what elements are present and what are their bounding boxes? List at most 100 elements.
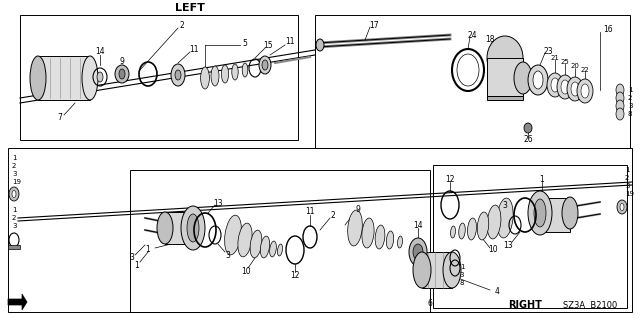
Ellipse shape xyxy=(269,241,276,257)
Text: 1: 1 xyxy=(625,167,630,173)
Ellipse shape xyxy=(443,252,461,288)
Text: 21: 21 xyxy=(550,55,559,61)
Ellipse shape xyxy=(12,190,16,197)
Text: 2: 2 xyxy=(12,163,17,169)
Text: 3: 3 xyxy=(129,254,134,263)
Text: 1: 1 xyxy=(12,207,17,213)
Ellipse shape xyxy=(409,238,427,266)
Polygon shape xyxy=(487,96,523,100)
Text: 1: 1 xyxy=(628,87,632,93)
Ellipse shape xyxy=(362,218,374,248)
Ellipse shape xyxy=(528,65,548,95)
Ellipse shape xyxy=(616,100,624,112)
Text: 18: 18 xyxy=(485,34,495,43)
Ellipse shape xyxy=(175,70,181,80)
Ellipse shape xyxy=(262,60,268,70)
Ellipse shape xyxy=(181,206,205,250)
Text: 8: 8 xyxy=(628,111,632,117)
Ellipse shape xyxy=(533,71,543,89)
Text: 16: 16 xyxy=(603,25,612,33)
Text: 3: 3 xyxy=(628,103,632,109)
Text: 24: 24 xyxy=(467,31,477,40)
Bar xyxy=(165,212,193,244)
Polygon shape xyxy=(8,294,27,310)
Ellipse shape xyxy=(547,73,563,97)
Ellipse shape xyxy=(487,36,523,80)
Text: 3: 3 xyxy=(225,250,230,259)
Ellipse shape xyxy=(200,67,209,89)
Ellipse shape xyxy=(459,223,465,239)
Text: 14: 14 xyxy=(413,221,423,231)
Text: 3: 3 xyxy=(12,171,17,177)
Text: 14: 14 xyxy=(95,48,105,56)
Text: 19: 19 xyxy=(12,179,21,185)
Ellipse shape xyxy=(259,56,271,74)
Ellipse shape xyxy=(616,84,624,96)
Ellipse shape xyxy=(557,75,573,99)
Text: 9: 9 xyxy=(356,205,360,214)
Text: 25: 25 xyxy=(561,59,570,65)
Ellipse shape xyxy=(278,244,282,256)
Ellipse shape xyxy=(620,204,624,211)
Ellipse shape xyxy=(551,78,559,92)
Text: 15: 15 xyxy=(263,41,273,50)
Ellipse shape xyxy=(211,66,219,86)
Ellipse shape xyxy=(616,108,624,120)
Ellipse shape xyxy=(534,199,546,227)
Ellipse shape xyxy=(115,65,129,83)
Ellipse shape xyxy=(316,39,324,51)
Text: 6: 6 xyxy=(428,299,433,308)
Ellipse shape xyxy=(571,82,579,96)
Text: 13: 13 xyxy=(213,198,223,207)
Ellipse shape xyxy=(9,187,19,201)
Text: 13: 13 xyxy=(503,241,513,249)
Ellipse shape xyxy=(82,56,98,100)
Ellipse shape xyxy=(567,77,583,101)
Bar xyxy=(38,56,90,100)
Text: 2: 2 xyxy=(628,95,632,101)
Text: 19: 19 xyxy=(625,191,634,197)
Ellipse shape xyxy=(30,56,46,100)
Ellipse shape xyxy=(514,62,532,94)
Ellipse shape xyxy=(451,226,456,238)
Bar xyxy=(8,245,20,249)
Text: 1: 1 xyxy=(12,155,17,161)
Text: FR.: FR. xyxy=(9,299,21,303)
Ellipse shape xyxy=(577,79,593,103)
Text: 11: 11 xyxy=(305,207,315,217)
Ellipse shape xyxy=(413,244,423,260)
Text: 23: 23 xyxy=(543,47,553,56)
Ellipse shape xyxy=(221,65,228,83)
Ellipse shape xyxy=(232,64,238,80)
Text: 3: 3 xyxy=(460,272,464,278)
Ellipse shape xyxy=(581,84,589,98)
Ellipse shape xyxy=(387,231,394,249)
Text: 1: 1 xyxy=(460,264,464,270)
Ellipse shape xyxy=(561,80,569,94)
Ellipse shape xyxy=(477,212,489,240)
Ellipse shape xyxy=(375,225,385,249)
Ellipse shape xyxy=(187,214,199,242)
Text: 1: 1 xyxy=(540,174,545,183)
Bar xyxy=(540,198,570,232)
Ellipse shape xyxy=(616,92,624,104)
Text: 2: 2 xyxy=(180,21,184,31)
Text: 12: 12 xyxy=(291,271,300,280)
Text: 10: 10 xyxy=(488,246,498,255)
Ellipse shape xyxy=(238,223,252,257)
Text: 8: 8 xyxy=(460,280,464,286)
Ellipse shape xyxy=(225,215,241,255)
Text: RIGHT: RIGHT xyxy=(508,300,542,310)
Text: 11: 11 xyxy=(285,38,295,47)
Text: 9: 9 xyxy=(120,56,124,65)
Text: 1: 1 xyxy=(134,261,140,270)
Text: LEFT: LEFT xyxy=(175,3,205,13)
Text: 11: 11 xyxy=(189,46,199,55)
Ellipse shape xyxy=(250,230,262,258)
Text: 20: 20 xyxy=(571,63,579,69)
Ellipse shape xyxy=(157,212,173,244)
Text: 3: 3 xyxy=(12,223,17,229)
Text: 26: 26 xyxy=(523,136,533,145)
Ellipse shape xyxy=(348,210,362,246)
Text: 12: 12 xyxy=(445,174,455,183)
